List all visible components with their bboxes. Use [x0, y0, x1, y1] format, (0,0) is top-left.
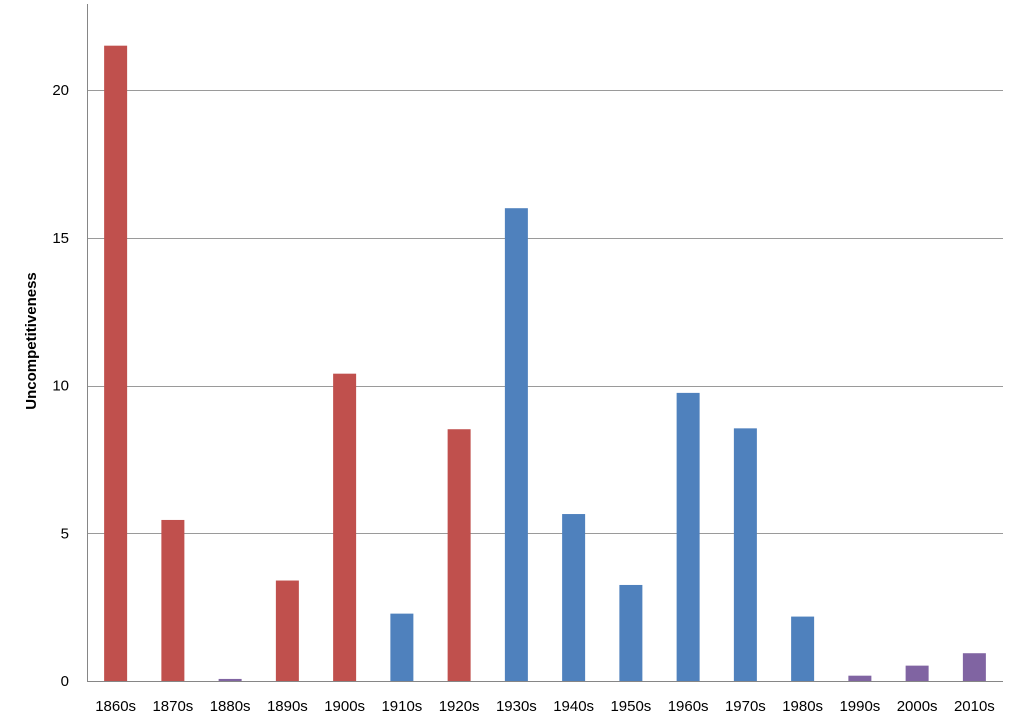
x-tick-label: 1890s	[267, 698, 308, 715]
x-tick-label: 1900s	[324, 698, 365, 715]
y-tick-label: 0	[61, 673, 69, 690]
bar-1870s	[161, 519, 185, 681]
y-tick-label: 20	[52, 82, 69, 99]
bar-1940s	[562, 514, 586, 681]
bar-1980s	[791, 616, 815, 681]
x-axis-ticks: 1860s 1870s 1880s 1890s 1900s 1910s 1920s 1930s…	[95, 698, 995, 715]
bar-1930s	[504, 208, 528, 681]
bar-1860s	[104, 45, 128, 682]
x-tick-label: 1940s	[553, 698, 594, 715]
bar-2000s	[905, 665, 929, 681]
x-tick-label: 1920s	[439, 698, 480, 715]
y-axis-title: Uncompetitiveness	[23, 272, 40, 410]
x-tick-label: 1910s	[381, 698, 422, 715]
bar-1920s	[447, 429, 471, 681]
gridlines	[87, 90, 1003, 682]
x-tick-label: 1980s	[782, 698, 823, 715]
y-axis-ticks: 0 5 10 15 20	[52, 82, 69, 690]
x-tick-label: 2010s	[954, 698, 995, 715]
x-tick-label: 1990s	[839, 698, 880, 715]
bar-1960s	[676, 392, 700, 681]
x-tick-label: 1970s	[725, 698, 766, 715]
bar-1890s	[275, 580, 299, 681]
x-tick-label: 1860s	[95, 698, 136, 715]
bar-1900s	[333, 373, 357, 681]
bar-1970s	[733, 428, 757, 681]
bar-2010s	[962, 653, 986, 681]
x-tick-label: 1930s	[496, 698, 537, 715]
x-tick-label: 2000s	[897, 698, 938, 715]
y-tick-label: 15	[52, 230, 69, 247]
y-tick-label: 5	[61, 525, 69, 542]
x-tick-label: 1950s	[610, 698, 651, 715]
bar-1910s	[390, 613, 414, 681]
bar-1990s	[848, 675, 872, 681]
bars	[104, 45, 986, 682]
bar-1950s	[619, 584, 643, 681]
x-tick-label: 1880s	[210, 698, 251, 715]
x-tick-label: 1870s	[152, 698, 193, 715]
x-tick-label: 1960s	[668, 698, 709, 715]
y-tick-label: 10	[52, 378, 69, 395]
bar-1880s	[218, 678, 242, 681]
